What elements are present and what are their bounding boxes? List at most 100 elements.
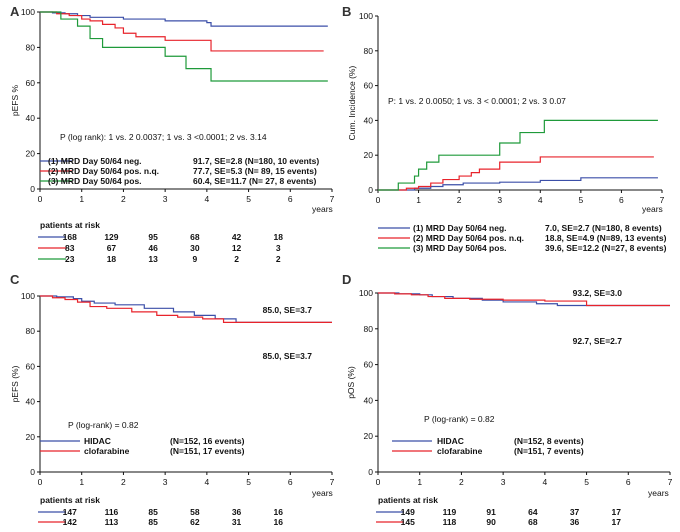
x-tick-label: 2 bbox=[457, 195, 462, 205]
legend-stat: 18.8, SE=4.9 (N=89, 13 events) bbox=[545, 233, 667, 243]
panel-label: B bbox=[342, 4, 351, 19]
y-tick-label: 0 bbox=[368, 467, 373, 477]
p-value-annotation: P (log-rank) = 0.82 bbox=[68, 420, 139, 430]
x-axis-label: years bbox=[312, 488, 333, 498]
x-tick-label: 5 bbox=[578, 195, 583, 205]
risk-cell: 64 bbox=[528, 507, 538, 517]
x-tick-label: 4 bbox=[204, 194, 209, 204]
panel-b: B 0 20 40 60 80 100 0 1 2 3 4 5 6 7 Cum. Incidence (%) y… bbox=[342, 4, 667, 253]
panel-label: C bbox=[10, 272, 20, 287]
x-tick-label: 3 bbox=[163, 194, 168, 204]
risk-cell: 30 bbox=[190, 243, 200, 253]
risk-cell: 95 bbox=[148, 232, 158, 242]
y-tick-label: 40 bbox=[364, 115, 374, 125]
series-line-1 bbox=[40, 11, 328, 27]
series-line-3 bbox=[40, 11, 328, 82]
x-axis-label: years bbox=[642, 204, 663, 214]
risk-cell: 142 bbox=[63, 517, 77, 527]
legend-label: clofarabine bbox=[437, 446, 483, 456]
risk-cell: 42 bbox=[232, 232, 242, 242]
y-tick-label: 100 bbox=[21, 7, 35, 17]
risk-cell: 17 bbox=[612, 517, 622, 527]
series-line-2 bbox=[40, 11, 324, 52]
y-tick-label: 20 bbox=[364, 150, 374, 160]
p-value-annotation: P: 1 vs. 2 0.0050; 1 vs. 3 < 0.0001; 2 v… bbox=[388, 96, 566, 106]
risk-cell: 168 bbox=[63, 232, 77, 242]
legend-label: clofarabine bbox=[84, 446, 130, 456]
series-line-2 bbox=[378, 156, 654, 191]
risk-cell: 12 bbox=[232, 243, 242, 253]
p-value-annotation: P (log rank): 1 vs. 2 0.0037; 1 vs. 3 <0… bbox=[60, 132, 267, 142]
risk-cell: 16 bbox=[274, 507, 284, 517]
x-tick-label: 7 bbox=[668, 477, 673, 487]
x-tick-label: 6 bbox=[626, 477, 631, 487]
risk-cell: 129 bbox=[104, 232, 118, 242]
y-tick-label: 80 bbox=[364, 46, 374, 56]
series-line-3 bbox=[378, 119, 658, 191]
y-tick-label: 0 bbox=[30, 467, 35, 477]
x-tick-label: 1 bbox=[79, 477, 84, 487]
series-line-1 bbox=[378, 177, 658, 191]
x-tick-label: 6 bbox=[288, 194, 293, 204]
x-tick-label: 0 bbox=[38, 194, 43, 204]
panel-c: C 0 20 40 60 80 100 0 1 2 3 4 5 6 7 pEFS (%) years P (log… bbox=[10, 272, 335, 527]
risk-cell: 16 bbox=[274, 517, 284, 527]
x-axis-label: years bbox=[312, 204, 333, 214]
risk-cell: 46 bbox=[148, 243, 158, 253]
legend-stat: (N=152, 8 events) bbox=[514, 436, 584, 446]
y-tick-label: 0 bbox=[30, 184, 35, 194]
risk-cell: 113 bbox=[105, 517, 119, 527]
risk-cell: 36 bbox=[570, 517, 580, 527]
x-tick-label: 2 bbox=[121, 194, 126, 204]
p-value-annotation: P (log-rank) = 0.82 bbox=[424, 414, 495, 424]
x-tick-label: 7 bbox=[660, 195, 665, 205]
risk-cell: 2 bbox=[276, 254, 281, 264]
x-tick-label: 6 bbox=[619, 195, 624, 205]
legend-label: (1) MRD Day 50/64 neg. bbox=[413, 223, 507, 233]
x-tick-label: 0 bbox=[38, 477, 43, 487]
x-tick-label: 4 bbox=[204, 477, 209, 487]
series-line-1 bbox=[40, 295, 332, 323]
legend-label: (3) MRD Day 50/64 pos. bbox=[413, 243, 507, 253]
x-axis-label: years bbox=[648, 488, 669, 498]
legend-label: (2) MRD Day 50/64 pos. n.q. bbox=[413, 233, 524, 243]
y-axis-label: pEFS % bbox=[10, 84, 20, 116]
risk-cell: 149 bbox=[401, 507, 415, 517]
risk-cell: 147 bbox=[63, 507, 77, 517]
x-tick-label: 3 bbox=[501, 477, 506, 487]
risk-cell: 83 bbox=[65, 243, 75, 253]
x-tick-label: 1 bbox=[416, 195, 421, 205]
risk-cell: 58 bbox=[190, 507, 200, 517]
series-line-2 bbox=[40, 295, 332, 323]
risk-cell: 2 bbox=[234, 254, 239, 264]
x-tick-label: 2 bbox=[121, 477, 126, 487]
y-tick-label: 60 bbox=[26, 78, 36, 88]
risk-cell: 85 bbox=[148, 517, 158, 527]
risk-cell: 18 bbox=[274, 232, 284, 242]
risk-cell: 85 bbox=[148, 507, 158, 517]
y-axis-label: Cum. Incidence (%) bbox=[347, 66, 357, 141]
y-tick-label: 60 bbox=[364, 81, 374, 91]
series-line-2 bbox=[378, 292, 670, 307]
end-value-label: 85.0, SE=3.7 bbox=[263, 351, 313, 361]
end-value-label: 92.7, SE=2.7 bbox=[573, 336, 623, 346]
x-tick-label: 6 bbox=[288, 477, 293, 487]
legend-label: (1) MRD Day 50/64 neg. bbox=[48, 156, 142, 166]
legend-label: HIDAC bbox=[437, 436, 464, 446]
x-tick-label: 7 bbox=[330, 194, 335, 204]
risk-cell: 3 bbox=[276, 243, 281, 253]
x-tick-label: 7 bbox=[330, 477, 335, 487]
y-tick-label: 0 bbox=[368, 185, 373, 195]
panel-d: D 0 20 40 60 80 100 0 1 2 3 4 5 6 7 pOS (%) years P (log-… bbox=[342, 272, 673, 527]
risk-cell: 118 bbox=[443, 517, 457, 527]
y-tick-label: 100 bbox=[21, 291, 35, 301]
y-tick-label: 100 bbox=[359, 11, 373, 21]
x-tick-label: 0 bbox=[376, 477, 381, 487]
y-tick-label: 20 bbox=[26, 149, 36, 159]
x-tick-label: 4 bbox=[542, 477, 547, 487]
x-tick-label: 2 bbox=[459, 477, 464, 487]
risk-cell: 17 bbox=[612, 507, 622, 517]
end-value-label: 93.2, SE=3.0 bbox=[573, 288, 623, 298]
